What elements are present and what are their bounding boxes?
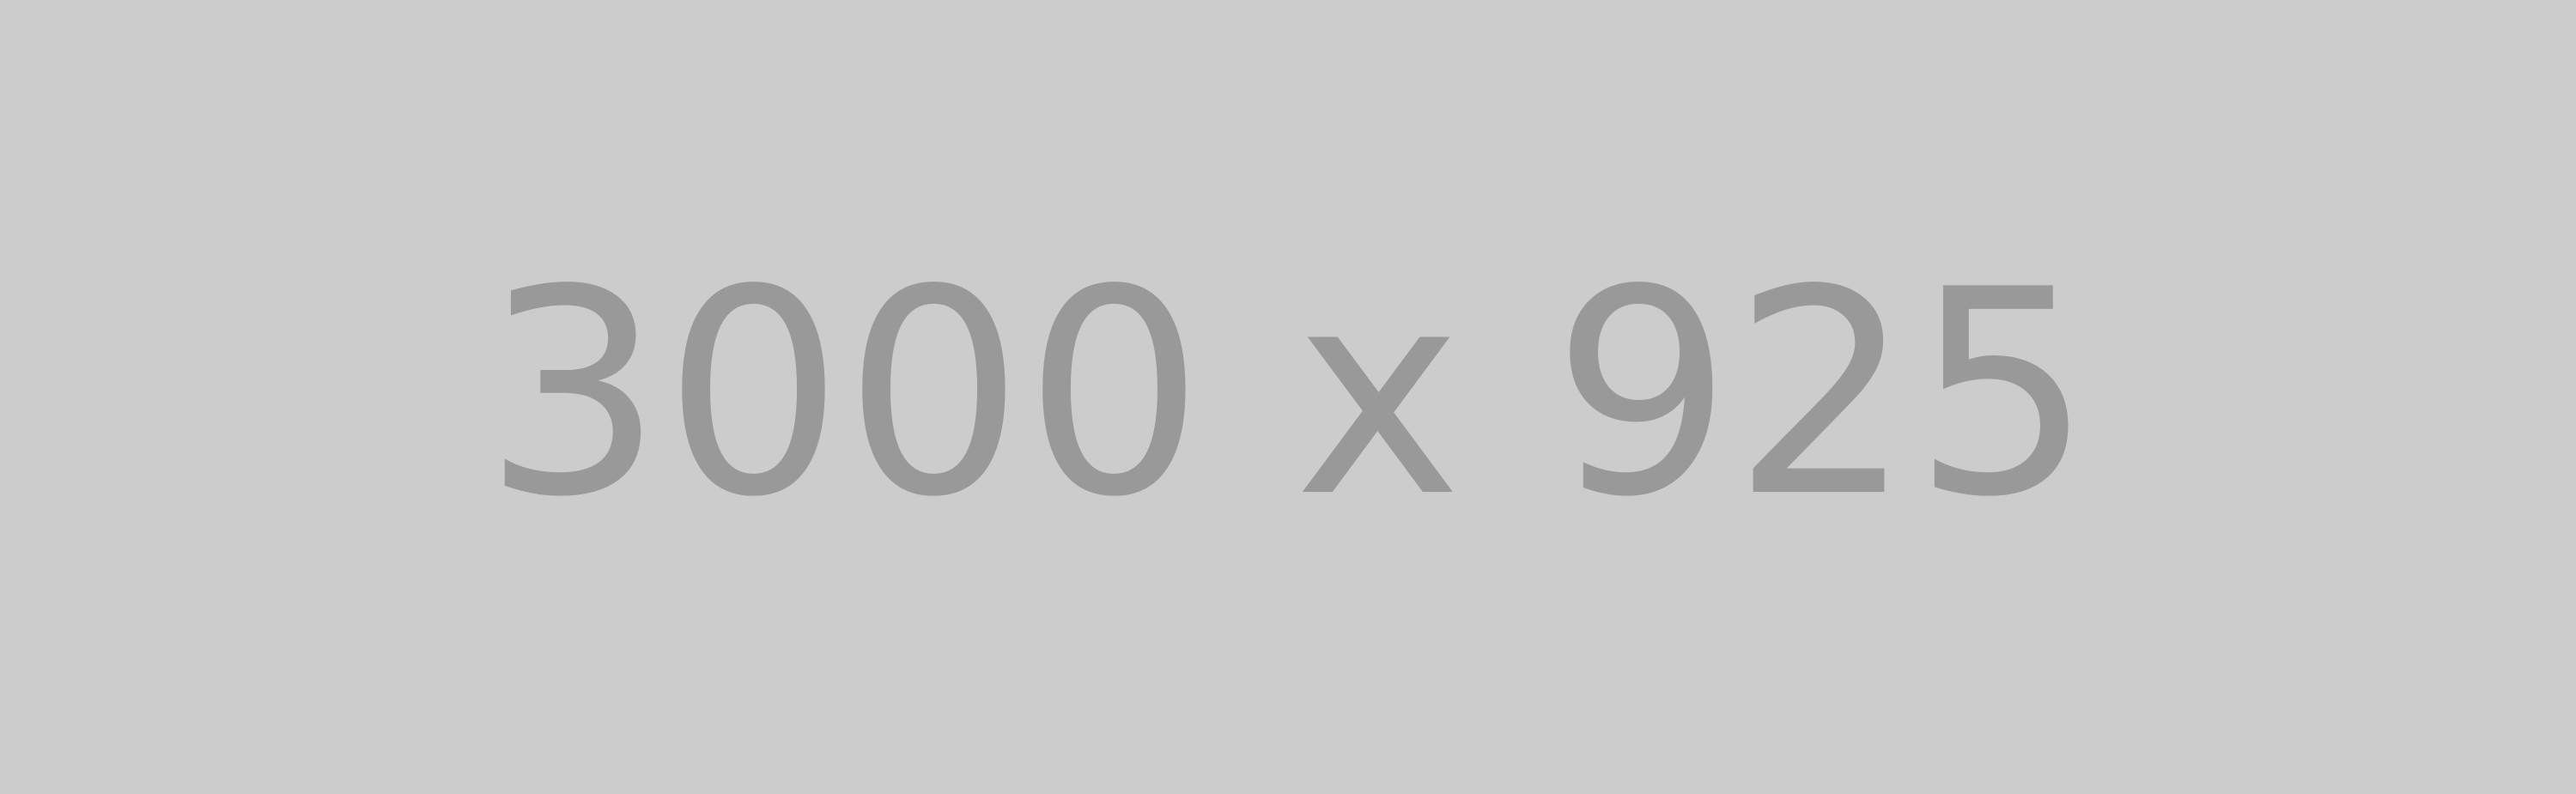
placeholder-dimensions-label: 3000 x 925	[483, 228, 2093, 559]
